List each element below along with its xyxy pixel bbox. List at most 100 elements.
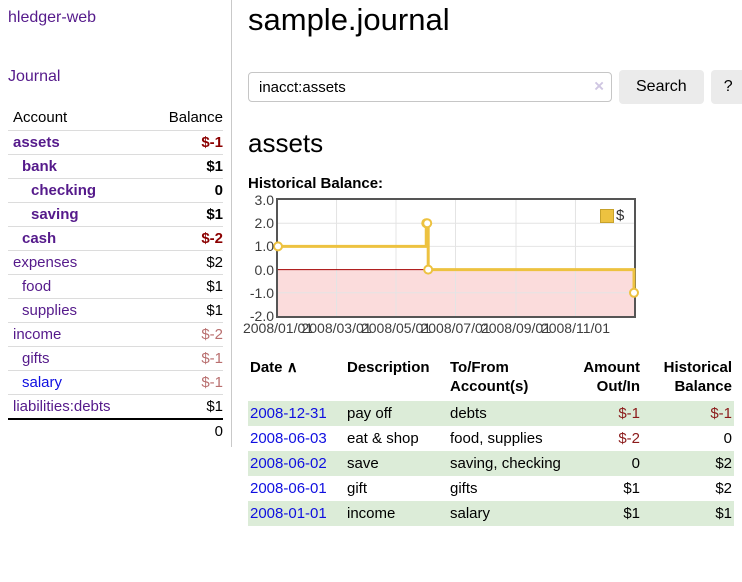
- transaction-description: income: [347, 505, 396, 522]
- register-row: 2008-06-03 eat & shop food, supplies $-2…: [248, 426, 734, 451]
- account-balance: $1: [144, 154, 223, 179]
- account-row: income $-2: [8, 322, 223, 347]
- transaction-balance: $1: [715, 505, 732, 522]
- search-button[interactable]: Search: [619, 70, 704, 104]
- transaction-date-link[interactable]: 2008-06-02: [250, 455, 327, 472]
- x-tick-label: 2008/07/01: [420, 320, 491, 336]
- account-balance: $-1: [144, 130, 223, 155]
- transaction-balance: $2: [715, 480, 732, 497]
- accounts-header-row: Account Balance: [8, 107, 223, 131]
- legend-swatch-icon: [600, 208, 614, 223]
- search-box: ×: [248, 72, 612, 102]
- account-balance: $-2: [144, 226, 223, 251]
- account-link[interactable]: supplies: [22, 302, 78, 319]
- chart-legend: $: [600, 207, 624, 224]
- transaction-amount: $1: [623, 480, 640, 497]
- account-row: food $1: [8, 274, 223, 299]
- y-tick-label: -2.0: [249, 308, 274, 324]
- register-header-row: Date ∧ Description To/From Account(s) Am…: [248, 356, 734, 401]
- transaction-date-link[interactable]: 2008-12-31: [250, 405, 327, 422]
- register-row: 2008-01-01 income salary $1 $1: [248, 501, 734, 526]
- account-balance: $1: [144, 274, 223, 299]
- x-tick-label: 2008/03/01: [301, 320, 372, 336]
- transaction-accounts: salary: [450, 505, 491, 522]
- sidebar-item-journal[interactable]: Journal: [8, 68, 61, 85]
- account-link[interactable]: assets: [13, 134, 60, 151]
- transaction-description: save: [347, 455, 379, 472]
- transaction-accounts: food, supplies: [450, 430, 543, 447]
- transaction-date-link[interactable]: 2008-01-01: [250, 505, 327, 522]
- account-row: gifts $-1: [8, 346, 223, 371]
- y-tick-label: 0.0: [254, 261, 274, 278]
- account-balance: 0: [144, 178, 223, 203]
- transaction-accounts: gifts: [450, 480, 478, 497]
- main-content: sample.journal × Search ? assets Histori…: [232, 0, 742, 526]
- search-row: × Search ?: [248, 70, 742, 104]
- register-header-accounts: To/From Account(s): [450, 359, 529, 395]
- account-row: supplies $1: [8, 298, 223, 323]
- x-tick-label: 2008/09/01: [480, 320, 552, 336]
- transaction-accounts: debts: [450, 405, 487, 422]
- register-header-balance: Historical Balance: [663, 359, 732, 395]
- chart-canvas: [273, 198, 639, 318]
- account-link[interactable]: food: [22, 278, 52, 295]
- y-tick-label: -1.0: [249, 284, 274, 301]
- transaction-balance: 0: [723, 430, 732, 447]
- register-row: 2008-06-01 gift gifts $1 $2: [248, 476, 734, 501]
- account-link[interactable]: cash: [22, 230, 57, 247]
- transaction-description: pay off: [347, 405, 392, 422]
- y-tick-label: 1.0: [254, 238, 274, 255]
- transaction-description: gift: [347, 480, 368, 497]
- sidebar: hledger-web Journal Account Balance asse…: [0, 0, 232, 447]
- x-tick-label: 2008/11/01: [540, 320, 610, 336]
- account-link[interactable]: bank: [22, 158, 58, 175]
- clear-search-icon[interactable]: ×: [594, 76, 604, 96]
- account-row: assets $-1: [8, 130, 223, 155]
- account-link[interactable]: expenses: [13, 254, 78, 271]
- account-row: cash $-2: [8, 226, 223, 251]
- transaction-date-link[interactable]: 2008-06-01: [250, 480, 327, 497]
- register-header-amount: Amount Out/In: [583, 359, 640, 395]
- page-title: sample.journal: [248, 2, 450, 37]
- app: hledger-web Journal Account Balance asse…: [0, 0, 742, 526]
- chart-title: Historical Balance:: [248, 175, 384, 192]
- account-link[interactable]: salary: [22, 374, 63, 391]
- register-row: 2008-06-02 save saving, checking 0 $2: [248, 451, 734, 476]
- transaction-balance: $-1: [710, 405, 732, 422]
- account-balance: $1: [144, 394, 223, 419]
- account-row: bank $1: [8, 154, 223, 179]
- account-link[interactable]: checking: [31, 182, 97, 199]
- accounts-table: Account Balance assets $-1 bank $1 check…: [8, 107, 223, 443]
- account-heading: assets: [248, 128, 324, 158]
- account-balance: $-1: [144, 370, 223, 395]
- historical-balance-chart: 3.0 2.0 1.0 0.0 -1.0 -2.0 2008/01/01 2008/03/01…: [243, 192, 736, 340]
- register-table: Date ∧ Description To/From Account(s) Am…: [248, 356, 734, 526]
- transaction-amount: $-2: [618, 430, 640, 447]
- help-button[interactable]: ?: [710, 70, 742, 104]
- transaction-description: eat & shop: [347, 430, 419, 447]
- transaction-date-link[interactable]: 2008-06-03: [250, 430, 327, 447]
- register-header-date[interactable]: Date ∧: [250, 359, 298, 376]
- account-link[interactable]: saving: [31, 206, 79, 223]
- transaction-amount: $-1: [618, 405, 640, 422]
- accounts-header-balance: Balance: [168, 109, 223, 126]
- account-balance: $2: [144, 250, 223, 275]
- brand-link[interactable]: hledger-web: [8, 9, 97, 26]
- account-balance: $1: [144, 298, 223, 323]
- account-row: checking 0: [8, 178, 223, 203]
- account-link[interactable]: liabilities:debts: [13, 398, 111, 415]
- account-link[interactable]: income: [13, 326, 62, 343]
- account-balance: $-2: [144, 322, 223, 347]
- account-row: expenses $2: [8, 250, 223, 275]
- search-input[interactable]: [248, 72, 612, 102]
- account-link[interactable]: gifts: [22, 350, 50, 367]
- y-tick-label: 2.0: [254, 215, 274, 232]
- accounts-header-account: Account: [13, 109, 68, 126]
- sort-ascending-icon: ∧: [286, 359, 298, 376]
- x-tick-label: 2008/01/01: [242, 320, 314, 336]
- legend-label: $: [616, 207, 625, 224]
- account-row: salary $-1: [8, 370, 223, 395]
- account-row: liabilities:debts $1: [8, 394, 223, 419]
- transaction-amount: $1: [623, 505, 640, 522]
- accounts-total-row: 0: [8, 418, 223, 443]
